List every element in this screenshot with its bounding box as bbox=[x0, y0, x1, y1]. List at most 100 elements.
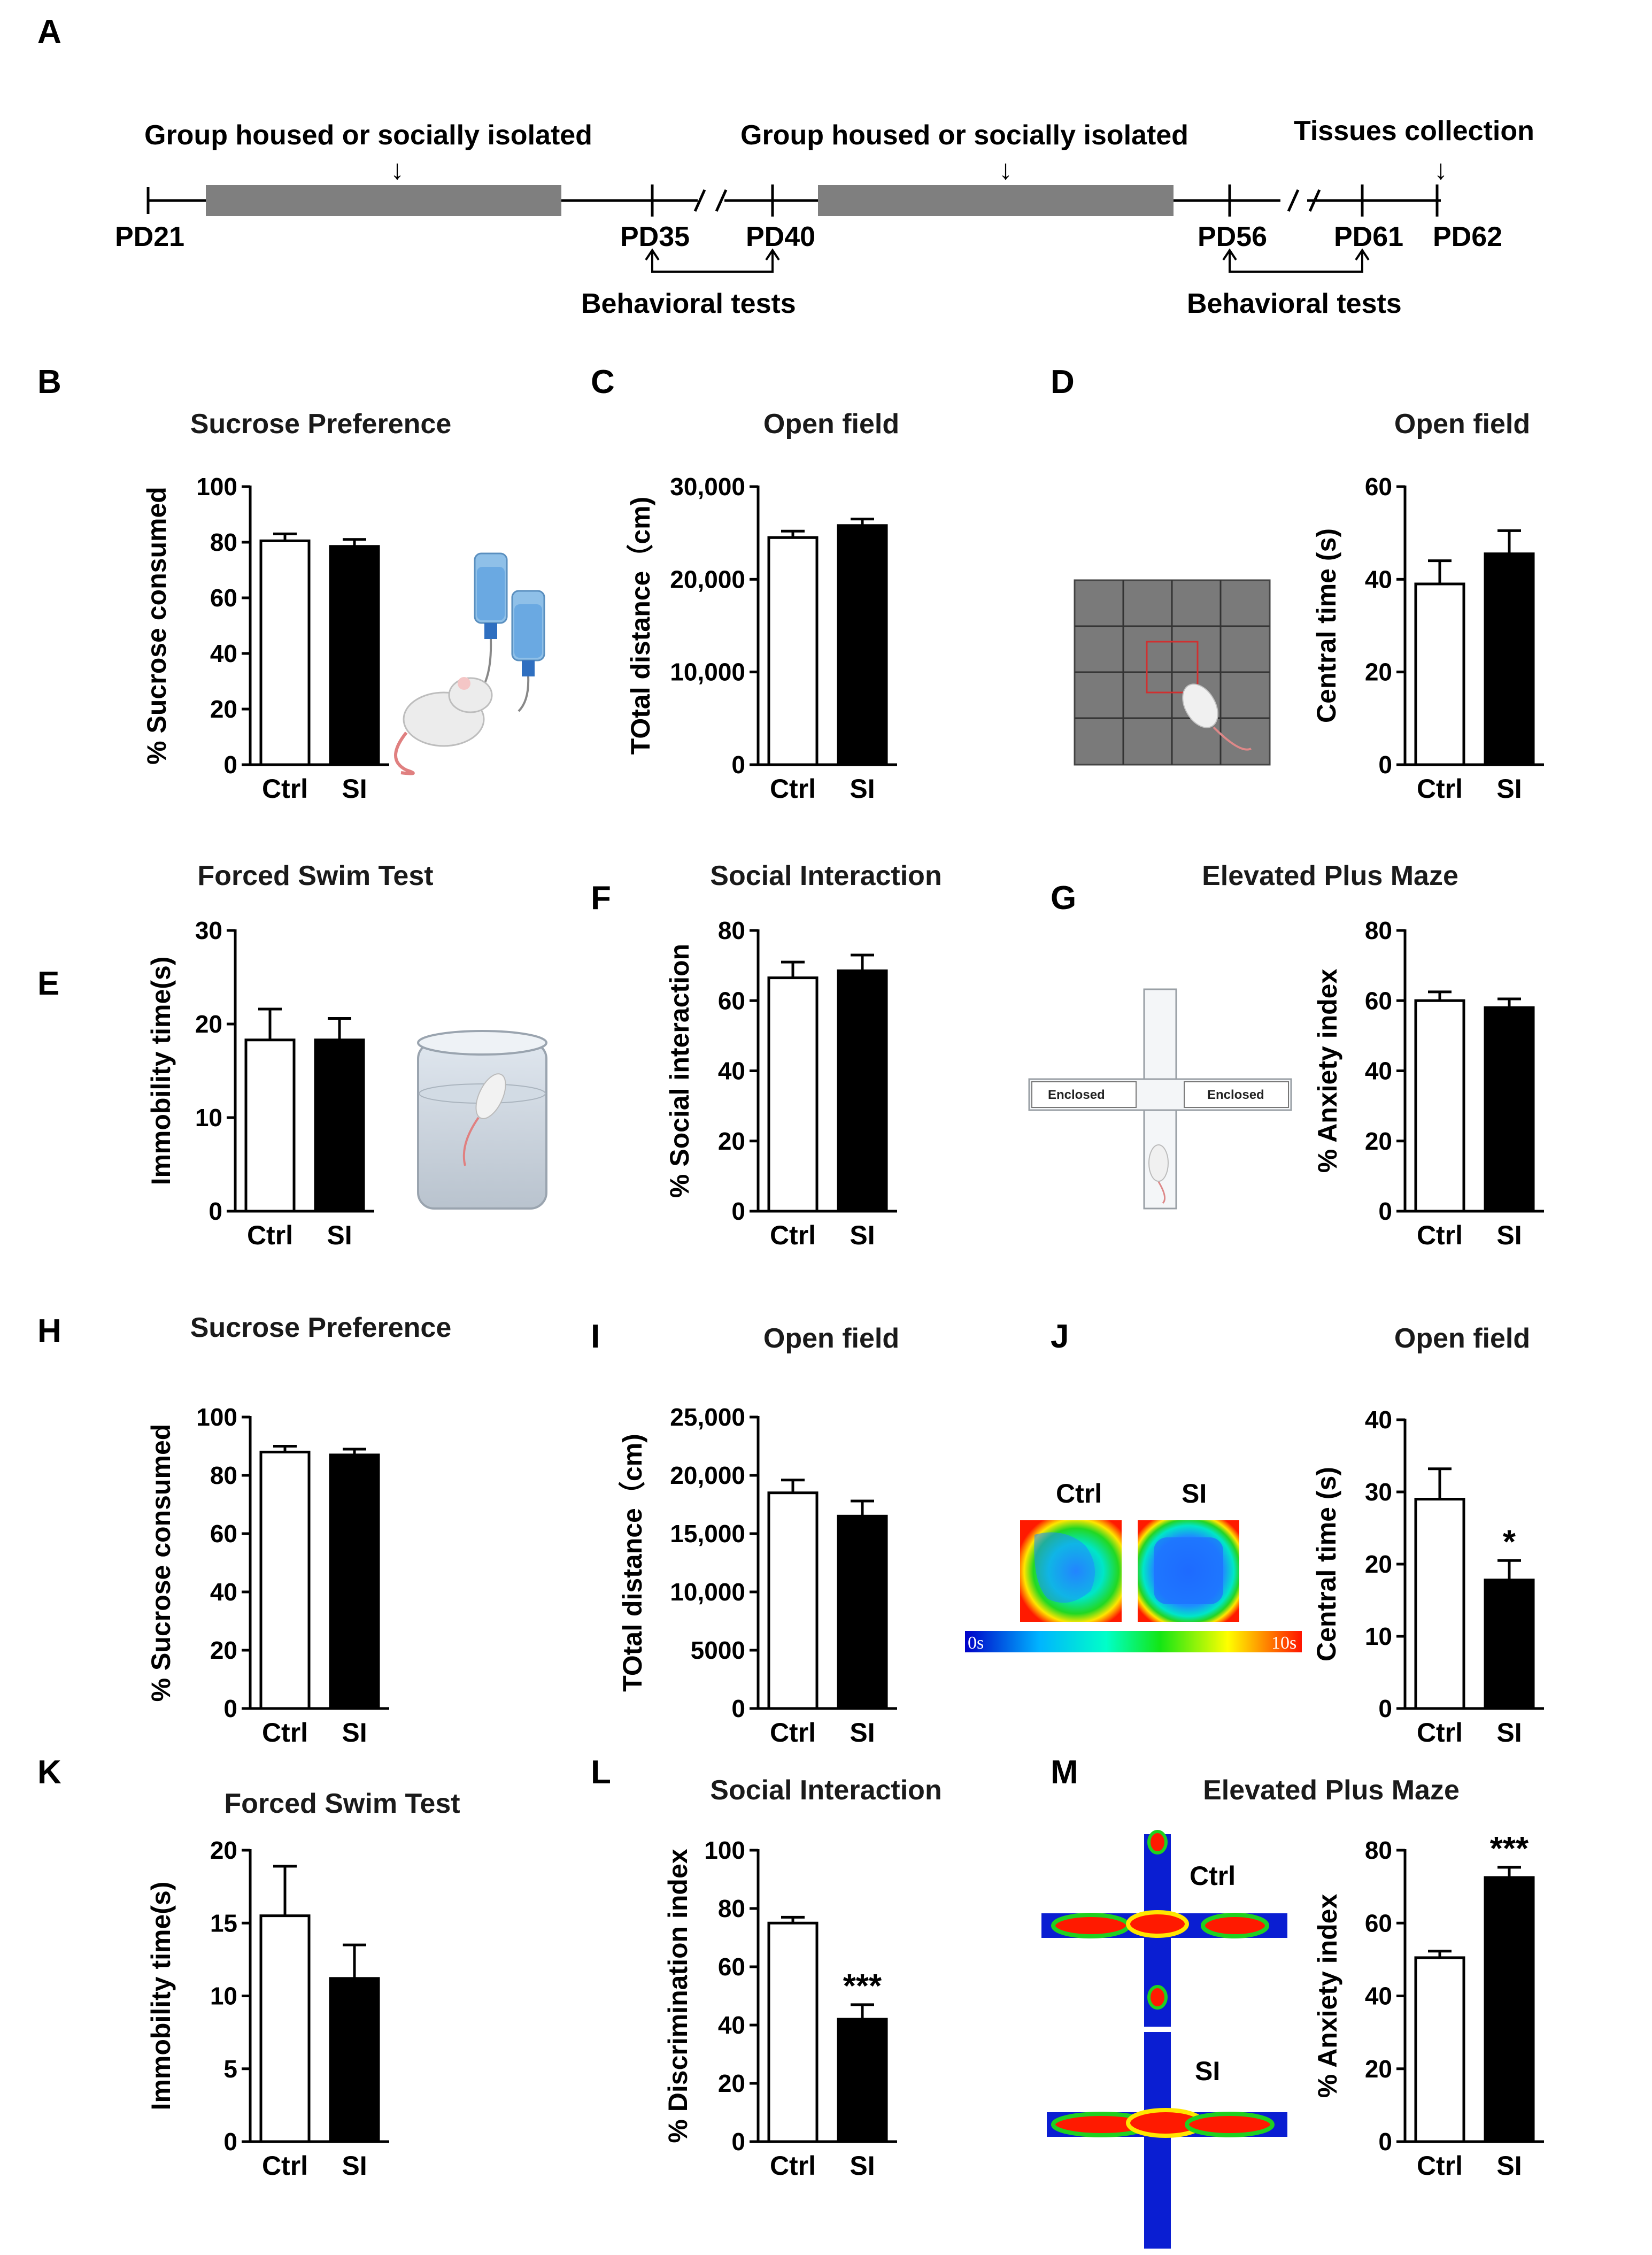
category-label: SI bbox=[1496, 2151, 1522, 2181]
y-tick-label: 30 bbox=[1365, 1478, 1392, 1506]
bracket-arrow-icon bbox=[1222, 248, 1237, 261]
heat-hotspot bbox=[1147, 1830, 1168, 1854]
panel-label: F bbox=[591, 880, 611, 917]
colorbar-max: 10s bbox=[1271, 1633, 1296, 1653]
center-zone bbox=[1146, 641, 1199, 694]
maze-si-vertical bbox=[1144, 2032, 1171, 2249]
chart-panel-m: M Elevated Plus Maze 0 20 40 60 80 % Anxiety in… bbox=[1051, 1754, 1544, 2181]
rat-tail bbox=[462, 1117, 480, 1166]
y-tick-label: 30,000 bbox=[670, 473, 745, 501]
behav-label-2: Behavioral tests bbox=[1187, 288, 1402, 319]
bar-ctrl bbox=[244, 1038, 296, 1213]
y-tick-label: 40 bbox=[210, 640, 237, 667]
bar-si bbox=[837, 1514, 888, 1710]
chart-title: Open field bbox=[1394, 409, 1530, 440]
y-tick-label: 0 bbox=[223, 1695, 237, 1722]
category-label: Ctrl bbox=[1417, 1718, 1463, 1748]
break-mark bbox=[693, 189, 706, 212]
label-pd40: PD40 bbox=[746, 221, 815, 252]
enclosed-left-label: Enclosed bbox=[1048, 1088, 1105, 1102]
label-pd35: PD35 bbox=[620, 221, 690, 252]
y-tick-label: 60 bbox=[1365, 1909, 1392, 1937]
chart-title: Social Interaction bbox=[710, 1775, 941, 1806]
chart-title: Open field bbox=[763, 1323, 899, 1354]
y-tick-label: 0 bbox=[731, 1197, 745, 1225]
chart-panel-g: G Elevated Plus Maze 0 20 40 60 80 % Anxiety in… bbox=[1051, 860, 1544, 1250]
bottles-rat-illustration bbox=[394, 552, 545, 775]
chart-panel-j: J Open field 0 10 20 30 40 Central time (s) Ctrl… bbox=[1051, 1318, 1544, 1748]
y-tick-label: 20 bbox=[1365, 1127, 1392, 1155]
bar-si bbox=[314, 1038, 365, 1213]
break-mark bbox=[1287, 189, 1300, 212]
rat-head bbox=[448, 677, 493, 713]
bar-ctrl bbox=[767, 1491, 819, 1710]
mouse-icon bbox=[1148, 1144, 1169, 1182]
enclosed-right-label: Enclosed bbox=[1207, 1088, 1264, 1102]
rat-ear bbox=[458, 677, 470, 690]
phase2-label: Group housed or socially isolated bbox=[740, 120, 1188, 151]
chart-panel-h: H Sucrose Preference 0 20 40 60 80 100 % Sucrose… bbox=[37, 1312, 451, 1748]
break-mark bbox=[715, 189, 728, 212]
chart-panel-k: K Forced Swim Test 0 5 10 15 20 Immobility time… bbox=[37, 1754, 460, 2181]
significance-marker: *** bbox=[843, 1968, 882, 2005]
y-tick-label: 40 bbox=[1365, 1982, 1392, 2010]
bar-ctrl bbox=[767, 1921, 819, 2143]
plus-maze-illustration: Enclosed Enclosed bbox=[1028, 988, 1292, 1210]
category-label: Ctrl bbox=[1417, 1220, 1463, 1250]
heat-hotspot bbox=[1147, 1985, 1168, 2010]
y-axis-label: % Anxiety index bbox=[1313, 969, 1342, 1173]
panel-label: G bbox=[1051, 880, 1076, 917]
y-tick-label: 60 bbox=[1365, 473, 1392, 501]
y-axis-label: Immobility time(s) bbox=[146, 1882, 176, 2111]
rat-icon bbox=[475, 1073, 506, 1119]
category-label: SI bbox=[850, 2151, 875, 2181]
label-pd21: PD21 bbox=[115, 221, 184, 252]
bottle-cap bbox=[484, 623, 497, 639]
y-tick-label: 80 bbox=[210, 1461, 237, 1489]
y-axis-label: % Social interaction bbox=[665, 944, 694, 1198]
y-tick-label: 20 bbox=[1365, 1550, 1392, 1578]
y-tick-label: 40 bbox=[718, 1057, 745, 1085]
bracket-arrow-icon bbox=[1355, 248, 1370, 261]
bar-ctrl bbox=[1414, 999, 1465, 1213]
chart-panel-l: L Social Interaction 0 20 40 60 80 100 % Discrim… bbox=[591, 1754, 942, 2181]
y-tick-label: 40 bbox=[210, 1578, 237, 1606]
bar-si bbox=[837, 969, 888, 1213]
y-tick-label: 20 bbox=[210, 1836, 237, 1864]
phase1-arrow-icon: ↓ bbox=[390, 155, 404, 186]
colorbar bbox=[965, 1631, 1302, 1652]
category-label: SI bbox=[850, 1220, 875, 1250]
category-label: SI bbox=[342, 1718, 367, 1748]
maze-si-label: SI bbox=[1195, 2056, 1220, 2086]
y-tick-label: 20 bbox=[210, 695, 237, 723]
arena-gridlines bbox=[1075, 580, 1270, 765]
behav-label-1: Behavioral tests bbox=[581, 288, 796, 319]
panel-label-a: A bbox=[37, 13, 61, 50]
y-axis-label: Central time (s) bbox=[1311, 528, 1341, 723]
y-tick-label: 40 bbox=[1365, 1406, 1392, 1434]
heatmap-si-center bbox=[1154, 1537, 1223, 1604]
category-label: SI bbox=[1496, 1220, 1522, 1250]
significance-marker: * bbox=[1503, 1523, 1516, 1560]
heat-hotspot bbox=[1051, 1913, 1130, 1938]
y-tick-label: 60 bbox=[210, 1520, 237, 1548]
y-tick-label: 0 bbox=[1378, 1695, 1392, 1722]
panel-label: E bbox=[37, 965, 59, 1002]
bar-si bbox=[1484, 1006, 1535, 1213]
panel-label: K bbox=[37, 1754, 61, 1791]
y-axis-label: % Discrimination index bbox=[663, 1849, 693, 2143]
bar-si bbox=[329, 545, 380, 766]
y-axis-label: % Anxiety index bbox=[1313, 1894, 1342, 2098]
panel-label: L bbox=[591, 1754, 611, 1791]
panel-label: B bbox=[37, 364, 61, 401]
y-tick-label: 40 bbox=[1365, 565, 1392, 593]
bottle-cap bbox=[522, 660, 535, 676]
enclosed-left-box bbox=[1031, 1081, 1137, 1108]
bar-ctrl bbox=[767, 976, 819, 1213]
chart-panel-c: C Open field 0 10,000 20,000 30,000 TOtal dist… bbox=[591, 364, 899, 804]
beaker-rim bbox=[417, 1030, 547, 1056]
category-label: Ctrl bbox=[262, 2151, 308, 2181]
tissue-arrow-icon: ↓ bbox=[1434, 155, 1448, 186]
y-tick-label: 100 bbox=[196, 473, 237, 501]
